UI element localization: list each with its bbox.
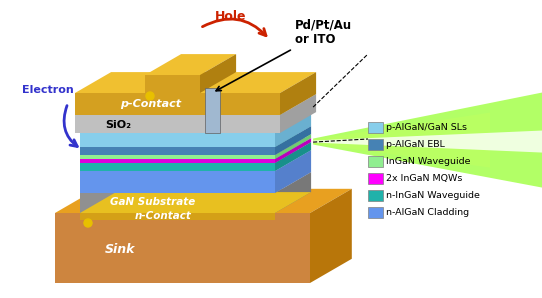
Text: Pd/Pt/Au
or ITO: Pd/Pt/Au or ITO bbox=[216, 18, 352, 91]
Text: SiO₂: SiO₂ bbox=[105, 120, 131, 130]
Polygon shape bbox=[80, 126, 311, 147]
Polygon shape bbox=[280, 94, 316, 133]
Bar bbox=[368, 190, 383, 201]
Polygon shape bbox=[275, 142, 311, 171]
Polygon shape bbox=[145, 54, 236, 75]
Polygon shape bbox=[275, 126, 311, 155]
FancyArrowPatch shape bbox=[203, 19, 266, 36]
Circle shape bbox=[146, 92, 154, 100]
Bar bbox=[368, 173, 383, 184]
Polygon shape bbox=[313, 93, 542, 187]
Polygon shape bbox=[80, 133, 275, 147]
Text: n-AlGaN Cladding: n-AlGaN Cladding bbox=[386, 208, 469, 217]
Polygon shape bbox=[75, 72, 316, 93]
Polygon shape bbox=[275, 134, 311, 159]
Text: 2x InGaN MQWs: 2x InGaN MQWs bbox=[386, 174, 462, 183]
Text: Hole: Hole bbox=[215, 10, 247, 23]
Polygon shape bbox=[275, 112, 311, 147]
FancyArrowPatch shape bbox=[64, 105, 78, 147]
Polygon shape bbox=[75, 93, 280, 115]
Text: Sink: Sink bbox=[105, 243, 136, 256]
Text: p-Contact: p-Contact bbox=[120, 99, 181, 109]
Polygon shape bbox=[80, 163, 275, 171]
Text: n-InGaN Waveguide: n-InGaN Waveguide bbox=[386, 191, 480, 200]
Bar bbox=[368, 122, 383, 133]
Polygon shape bbox=[80, 159, 275, 163]
Text: GaN Substrate: GaN Substrate bbox=[110, 197, 195, 207]
Polygon shape bbox=[275, 150, 311, 193]
Polygon shape bbox=[275, 172, 311, 213]
Polygon shape bbox=[313, 113, 490, 167]
Polygon shape bbox=[145, 75, 200, 93]
Polygon shape bbox=[80, 138, 311, 159]
Polygon shape bbox=[55, 213, 310, 283]
Polygon shape bbox=[80, 192, 311, 213]
Text: p-AlGaN/GaN SLs: p-AlGaN/GaN SLs bbox=[386, 123, 467, 132]
Circle shape bbox=[84, 219, 92, 227]
Bar bbox=[368, 207, 383, 218]
Polygon shape bbox=[80, 172, 311, 193]
Polygon shape bbox=[310, 189, 352, 283]
Polygon shape bbox=[313, 131, 542, 153]
Polygon shape bbox=[75, 115, 280, 133]
Text: InGaN Waveguide: InGaN Waveguide bbox=[386, 157, 470, 166]
Polygon shape bbox=[205, 88, 220, 133]
Polygon shape bbox=[80, 112, 311, 133]
Polygon shape bbox=[80, 155, 275, 159]
Bar bbox=[368, 139, 383, 150]
Polygon shape bbox=[80, 147, 275, 155]
Polygon shape bbox=[200, 54, 236, 93]
Polygon shape bbox=[80, 193, 275, 213]
Text: Electron: Electron bbox=[22, 85, 74, 95]
Polygon shape bbox=[55, 189, 352, 213]
Text: n-Contact: n-Contact bbox=[135, 211, 192, 221]
Polygon shape bbox=[80, 171, 275, 193]
Polygon shape bbox=[80, 134, 311, 155]
Polygon shape bbox=[80, 142, 311, 163]
Polygon shape bbox=[80, 213, 275, 220]
Text: p-AlGaN EBL: p-AlGaN EBL bbox=[386, 140, 445, 149]
Polygon shape bbox=[80, 150, 311, 171]
Polygon shape bbox=[75, 94, 316, 115]
Bar bbox=[368, 156, 383, 167]
Polygon shape bbox=[280, 72, 316, 115]
Polygon shape bbox=[275, 138, 311, 163]
